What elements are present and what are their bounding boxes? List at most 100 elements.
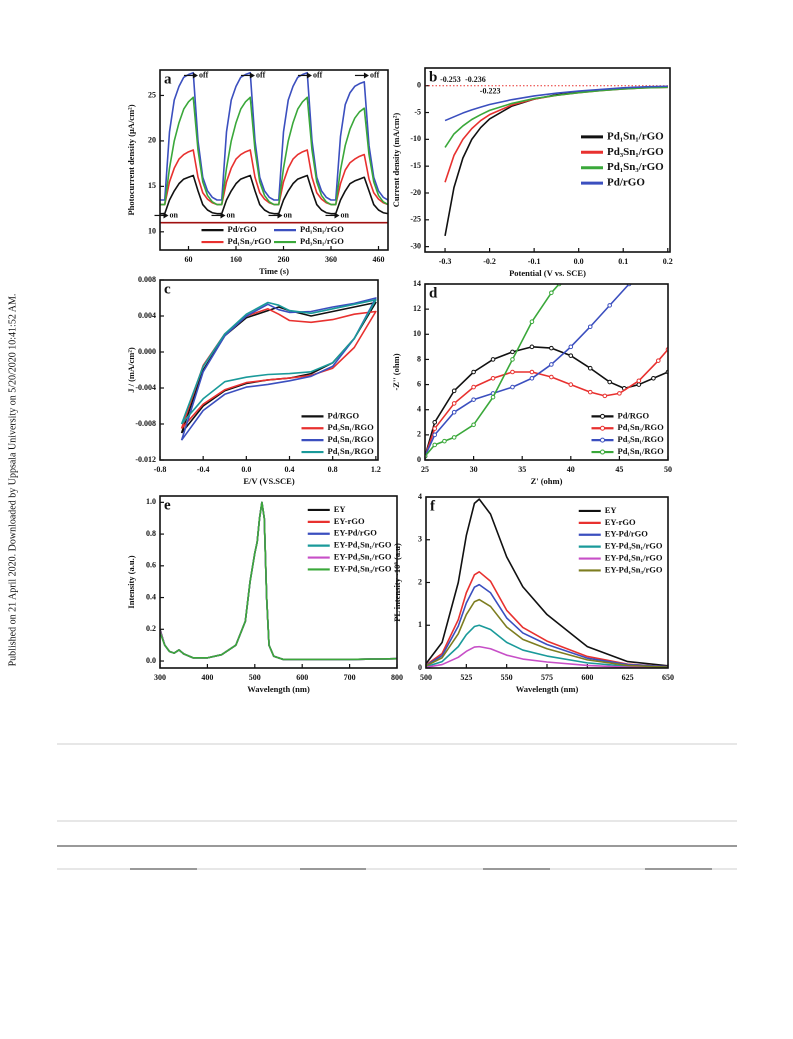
marker bbox=[549, 345, 554, 351]
y-axis-label: J / (mA/cm²) bbox=[126, 347, 136, 393]
y-tick-label: -30 bbox=[410, 241, 421, 250]
y-tick-label: 1.0 bbox=[146, 497, 156, 506]
legend-label: EY-Pd₁Sn₁/rGO bbox=[334, 540, 392, 550]
y-tick-label: -25 bbox=[410, 215, 421, 224]
plot-frame bbox=[159, 495, 398, 669]
annotation: -0.253 bbox=[440, 75, 461, 84]
marker bbox=[510, 384, 515, 390]
legend-label: EY-Pd₁Sn₃/rGO bbox=[334, 563, 392, 573]
legend-marker bbox=[600, 425, 605, 431]
annotation-arrowhead bbox=[306, 72, 312, 79]
y-tick-label: 0 bbox=[418, 663, 422, 672]
x-tick-label: 360 bbox=[325, 255, 337, 264]
x-tick-label: 30 bbox=[470, 465, 478, 474]
y-tick-label: 0.008 bbox=[138, 275, 156, 284]
marker bbox=[636, 382, 642, 387]
x-tick-label: 700 bbox=[344, 673, 356, 682]
plot-frame bbox=[424, 283, 669, 461]
marker bbox=[451, 435, 457, 440]
legend-label: EY-Pd/rGO bbox=[334, 528, 378, 538]
marker bbox=[451, 388, 457, 394]
annotation-arrowhead bbox=[192, 72, 198, 79]
x-tick-label: 800 bbox=[391, 673, 403, 682]
y-tick-label: -5 bbox=[414, 107, 421, 116]
legend-label: EY-Pd/rGO bbox=[605, 529, 649, 539]
x-tick-label: -0.8 bbox=[154, 465, 167, 474]
legend-label: Pd₃Sn₁/rGO bbox=[300, 236, 344, 246]
legend-marker bbox=[600, 449, 605, 455]
y-tick-label: 0.8 bbox=[146, 529, 156, 538]
marker bbox=[432, 426, 438, 431]
marker bbox=[451, 401, 457, 406]
panel: 500 525 550 575 600 625 650 0 1 2 3 4f Wavelength (n… bbox=[392, 492, 674, 694]
y-tick-label: 2 bbox=[418, 577, 422, 586]
series-line bbox=[426, 645, 668, 668]
x-tick-label: 525 bbox=[460, 673, 472, 682]
marker bbox=[602, 393, 608, 399]
series-line bbox=[160, 174, 388, 215]
marker bbox=[529, 369, 535, 375]
series-line bbox=[160, 501, 397, 661]
x-tick-label: 0.8 bbox=[328, 465, 338, 474]
marker bbox=[617, 391, 622, 396]
series-line bbox=[425, 284, 560, 457]
panel: -0.8 -0.4 0.0 0.4 0.8 1.2 -0.012 -0.008 -0.004 0.… bbox=[126, 275, 381, 486]
legend-label: Pd₃Sn₁/rGO bbox=[607, 146, 664, 158]
marker bbox=[432, 419, 438, 425]
y-tick-label: 1 bbox=[418, 620, 422, 629]
legend-label: Pd₁Sn₃/RGO bbox=[328, 446, 375, 456]
legend-label: Pd₃Sn₁/RGO bbox=[618, 434, 665, 444]
series-line bbox=[160, 71, 388, 201]
series-line bbox=[160, 501, 397, 661]
series-line bbox=[160, 501, 397, 661]
y-axis-label: Current density (mA/cm²) bbox=[391, 113, 401, 208]
series-line bbox=[444, 85, 668, 122]
marker bbox=[529, 319, 535, 325]
x-tick-label: 0.0 bbox=[241, 465, 251, 474]
legend-label: Pd₁Sn₃/RGO bbox=[618, 422, 665, 432]
y-tick-label: 8 bbox=[417, 354, 421, 363]
plot-frame bbox=[159, 69, 389, 251]
legend-label: EY bbox=[334, 504, 346, 514]
series-line bbox=[426, 498, 668, 667]
legend-label: Pd/rGO bbox=[607, 177, 645, 189]
series-line bbox=[160, 96, 388, 206]
marker bbox=[587, 365, 593, 371]
series-line bbox=[426, 624, 668, 668]
marker bbox=[607, 303, 612, 308]
marker bbox=[587, 324, 593, 330]
annotation: off bbox=[370, 70, 380, 79]
plot-frame bbox=[424, 67, 671, 253]
x-tick-label: 600 bbox=[296, 673, 308, 682]
marker bbox=[471, 397, 476, 402]
series-line bbox=[444, 86, 668, 148]
x-tick-label: 500 bbox=[249, 673, 261, 682]
x-tick-label: 160 bbox=[230, 255, 242, 264]
series-line bbox=[426, 583, 668, 668]
y-tick-label: -0.012 bbox=[135, 455, 156, 464]
marker bbox=[432, 442, 438, 448]
legend-label: Pd/RGO bbox=[328, 410, 360, 420]
x-tick-label: 260 bbox=[278, 255, 290, 264]
marker bbox=[490, 375, 496, 381]
marker bbox=[655, 358, 661, 363]
legend-label: Pd₁Sn₁/rGO bbox=[300, 224, 344, 234]
panel-label: e bbox=[164, 497, 171, 513]
y-tick-label: -10 bbox=[410, 134, 421, 143]
legend-label: Pd₁Sn₁/rGO bbox=[607, 130, 664, 142]
marker bbox=[636, 378, 642, 384]
x-axis-label: Z' (ohm) bbox=[531, 476, 563, 486]
marker bbox=[432, 432, 438, 438]
x-axis-label: E/V (VS.SCE) bbox=[243, 476, 294, 486]
x-axis-label: Potential (V vs. SCE) bbox=[509, 268, 586, 278]
marker bbox=[471, 422, 476, 428]
y-tick-label: 0.0 bbox=[146, 656, 156, 665]
marker bbox=[549, 290, 554, 296]
y-tick-label: 15 bbox=[148, 181, 156, 190]
x-tick-label: -0.4 bbox=[197, 465, 210, 474]
series-line bbox=[160, 501, 397, 661]
y-tick-label: 10 bbox=[148, 227, 156, 236]
legend-label: Pd/rGO bbox=[228, 224, 258, 234]
annotation: on bbox=[170, 210, 179, 219]
